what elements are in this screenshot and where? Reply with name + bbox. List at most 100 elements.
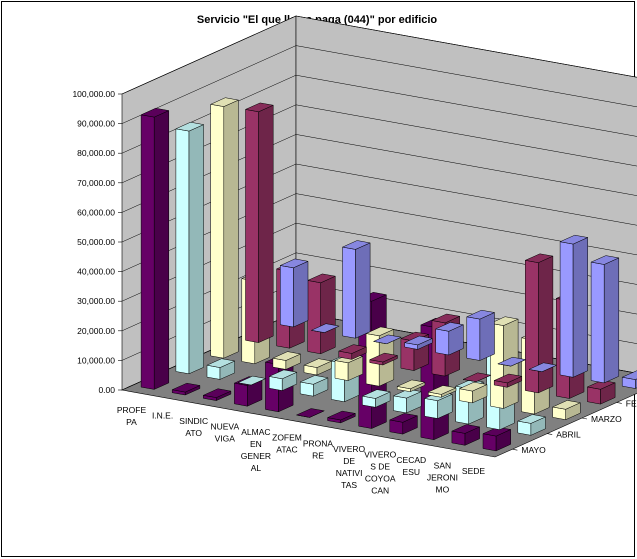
x-tick-label: SEDE xyxy=(462,466,485,476)
bar-top-enero xyxy=(310,323,340,333)
bar-front-mayo xyxy=(234,382,248,407)
gridline xyxy=(121,45,637,124)
bar-front-enero xyxy=(342,246,356,339)
bar-side-enero xyxy=(293,260,309,328)
bar-top-mayo xyxy=(140,107,170,118)
bar-front-febrero xyxy=(307,280,321,355)
bar-top-marzo xyxy=(427,385,457,395)
series-axis-label: ABRIL xyxy=(556,430,581,440)
bar-top-febrero xyxy=(431,313,461,324)
y-tick-label: 90,000.00 xyxy=(77,119,115,129)
x-tick-label: ALMAC EN GENER AL xyxy=(241,427,271,473)
bar-top-abril xyxy=(392,388,423,399)
y-tick-label: 40,000.00 xyxy=(77,267,115,277)
y-tick-label: 100,000.00 xyxy=(72,89,115,99)
x-tick-label: I.N.E. xyxy=(152,410,173,420)
bar-side-febrero xyxy=(320,275,336,355)
bar-top-febrero xyxy=(368,352,399,363)
bar-top-mayo xyxy=(482,426,512,437)
bar-top-mayo xyxy=(451,424,481,434)
bar-front-marzo xyxy=(210,104,225,359)
bar-top-enero xyxy=(528,362,558,372)
bar-front-marzo xyxy=(334,360,349,381)
z-tick-mark xyxy=(512,448,518,451)
bar-top-abril xyxy=(175,121,205,132)
bar-top-mayo xyxy=(326,410,357,421)
bar-top-enero xyxy=(621,370,637,380)
bar-front-enero xyxy=(466,316,481,361)
y-tick-label: 60,000.00 xyxy=(77,207,115,217)
bar-side-enero xyxy=(479,312,495,361)
bar-top-abril xyxy=(361,389,391,399)
bar-top-enero xyxy=(465,309,496,320)
x-tick-label: PRONA RE xyxy=(303,438,334,460)
z-tick-mark xyxy=(616,402,622,404)
gridline xyxy=(121,15,637,95)
bar-top-abril xyxy=(237,375,267,386)
bar-top-abril xyxy=(206,358,236,368)
x-tick-label: VIVERO DE NATIVI TAS xyxy=(333,444,366,490)
y-tick-label: 50,000.00 xyxy=(77,237,115,247)
bar-side-abril xyxy=(188,124,204,375)
bar-front-enero xyxy=(435,328,450,356)
x-tick-label: PROFE PA xyxy=(117,405,147,427)
x-tick-label: SINDIC ATO xyxy=(179,416,208,438)
bar-top-enero xyxy=(497,356,527,367)
x-tick-label: CECAD ESU xyxy=(396,455,426,477)
bar-front-abril xyxy=(175,128,190,375)
bar-front-abril xyxy=(424,398,438,419)
bar-top-febrero xyxy=(306,273,337,284)
bar-front-enero xyxy=(559,241,574,378)
y-tick-label: 70,000.00 xyxy=(77,178,115,188)
bar-top-enero xyxy=(590,255,620,265)
y-tick-label: 80,000.00 xyxy=(77,148,115,158)
bar-top-marzo xyxy=(396,379,426,390)
y-tick-label: 10,000.00 xyxy=(77,355,115,365)
bar-top-mayo xyxy=(388,413,419,423)
z-tick-mark xyxy=(581,417,588,420)
series-axis-label: MARZO xyxy=(591,414,622,424)
series-axis-label: FEBRERO xyxy=(626,398,637,408)
bar-front-enero xyxy=(280,265,294,328)
bar-side-febrero xyxy=(258,104,274,343)
bar-side-mayo xyxy=(153,110,170,390)
bar-side-enero xyxy=(355,242,371,339)
bar-top-febrero xyxy=(493,373,523,384)
bar-top-febrero xyxy=(337,344,368,354)
bar-top-abril xyxy=(516,414,547,424)
x-tick-label: SAN JERONI MO xyxy=(427,461,458,495)
bar-front-febrero xyxy=(245,109,259,343)
bar-top-febrero xyxy=(524,253,554,263)
bar-side-febrero xyxy=(538,255,554,394)
bar-top-marzo xyxy=(489,316,519,326)
bar-front-febrero xyxy=(525,259,539,394)
bar-top-marzo xyxy=(365,326,395,337)
bar-top-marzo xyxy=(551,400,582,410)
bar-front-mayo xyxy=(482,433,497,452)
bar-side-enero xyxy=(572,237,588,378)
x-tick-label: NUEVA VIGA xyxy=(210,422,239,444)
bar-top-febrero xyxy=(586,380,616,390)
bar-front-febrero xyxy=(587,386,601,405)
bar-top-marzo xyxy=(303,358,333,368)
bar-top-enero xyxy=(372,334,403,345)
bar-side-enero xyxy=(603,257,620,384)
bar-top-marzo xyxy=(209,97,240,107)
bar-top-abril xyxy=(299,375,329,385)
bar-front-enero xyxy=(590,261,605,384)
bar-top-marzo xyxy=(272,351,302,361)
bar-top-abril xyxy=(268,369,298,380)
bar-front-mayo xyxy=(140,114,155,390)
bar-top-enero xyxy=(559,234,589,245)
y-tick-label: 0.00 xyxy=(98,385,115,395)
bar-top-mayo xyxy=(295,408,326,418)
z-tick-mark xyxy=(547,433,553,435)
bar-top-enero xyxy=(403,335,434,346)
x-tick-label: VIVERO S DE COYOA CAN xyxy=(364,449,397,495)
bar-top-mayo xyxy=(171,382,201,393)
x-tick-label: ZOFEM ATAC xyxy=(272,433,302,455)
y-tick-label: 20,000.00 xyxy=(77,326,115,336)
bar-top-enero xyxy=(341,240,371,250)
y-tick-label: 30,000.00 xyxy=(77,296,115,306)
